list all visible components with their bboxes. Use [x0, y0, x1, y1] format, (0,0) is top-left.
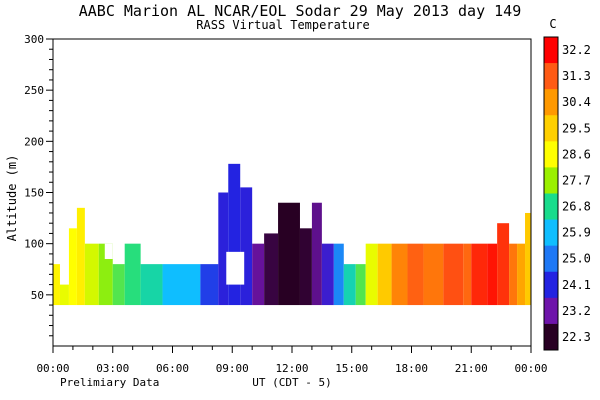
- y-axis-ticks: 50 100 150 200 250 300: [24, 33, 53, 337]
- temperature-column: [525, 212, 531, 306]
- x-tick-label: 00:00: [36, 362, 69, 375]
- colorbar-unit: C: [549, 17, 556, 31]
- temperature-column: [252, 243, 265, 306]
- temperature-column: [140, 264, 163, 306]
- x-tick-label: 15:00: [335, 362, 368, 375]
- colorbar-label: 22.3: [562, 330, 591, 344]
- temperature-column: [391, 243, 408, 306]
- x-tick-label: 06:00: [156, 362, 189, 375]
- colorbar-swatch: [544, 193, 558, 220]
- temperature-column: [343, 264, 356, 306]
- x-axis-label: UT (CDT - 5): [252, 376, 331, 389]
- temperature-column: [124, 243, 141, 306]
- colorbar-label: 26.8: [562, 200, 591, 214]
- temperature-column: [311, 202, 322, 306]
- temperature-column: [218, 192, 229, 306]
- x-tick-label: 18:00: [395, 362, 428, 375]
- colorbar-swatch: [544, 37, 558, 64]
- temperature-column: [68, 228, 77, 306]
- temperature-column: [76, 207, 85, 306]
- colorbar-label: 30.4: [562, 95, 591, 109]
- temperature-column: [517, 243, 526, 306]
- x-tick-label: 21:00: [455, 362, 488, 375]
- colorbar-swatch: [544, 219, 558, 247]
- x-axis-ticks: 00:00 03:00 06:00 09:00 12:00 15:00 18:00 21:00…: [36, 346, 548, 375]
- temperature-column: [365, 243, 378, 306]
- colorbar-swatch: [544, 323, 558, 351]
- y-axis-label: Altitude (m): [5, 155, 19, 242]
- data-gap: [104, 243, 113, 260]
- data-columns: [53, 163, 531, 306]
- colorbar-frame: [543, 36, 559, 351]
- x-tick-label: 09:00: [216, 362, 249, 375]
- temperature-column: [228, 163, 241, 306]
- colorbar-swatch: [544, 63, 558, 90]
- colorbar-label: 29.5: [562, 121, 591, 135]
- preliminary-note: Prelimiary Data: [60, 376, 159, 389]
- temperature-column: [84, 243, 99, 306]
- colorbar-label: 31.3: [562, 69, 591, 83]
- temperature-column: [333, 243, 344, 306]
- y-tick-label: 300: [24, 33, 44, 46]
- temperature-column: [321, 243, 334, 306]
- temperature-column: [497, 223, 510, 306]
- temperature-column: [407, 243, 424, 306]
- temperature-column: [355, 264, 366, 306]
- colorbar-label: 25.9: [562, 226, 591, 240]
- data-gaps: [104, 243, 245, 285]
- x-tick-label: 03:00: [96, 362, 129, 375]
- temperature-column: [264, 233, 279, 306]
- chart-subtitle: RASS Virtual Temperature: [196, 18, 369, 32]
- x-tick-label: 12:00: [275, 362, 308, 375]
- temperature-column: [471, 243, 488, 306]
- temperature-column: [112, 264, 125, 306]
- temperature-column: [200, 264, 219, 306]
- plot-area: 00:00 03:00 06:00 09:00 12:00 15:00 18:00 21:00…: [24, 33, 547, 375]
- colorbar-label: 24.1: [562, 278, 591, 292]
- y-tick-label: 50: [31, 289, 44, 302]
- temperature-column: [463, 243, 472, 306]
- colorbar-swatch: [544, 167, 558, 194]
- colorbar-label: 28.6: [562, 147, 591, 161]
- temperature-column: [443, 243, 464, 306]
- temperature-column: [487, 243, 498, 306]
- colorbar-label: 27.7: [562, 173, 591, 187]
- y-tick-label: 100: [24, 238, 44, 251]
- colorbar-swatch: [544, 115, 558, 142]
- y-tick-label: 200: [24, 135, 44, 148]
- temperature-column: [423, 243, 444, 306]
- temperature-column: [299, 228, 312, 306]
- colorbar: 32.2 31.3 30.4 29.5 28.6 27.7 26.8 25.9 25.0 24.1…: [543, 36, 591, 351]
- data-gap: [226, 251, 245, 285]
- colorbar-swatch: [544, 245, 558, 273]
- colorbar-swatch: [544, 89, 558, 116]
- colorbar-label: 25.0: [562, 252, 591, 266]
- chart-title: AABC Marion AL NCAR/EOL Sodar 29 May 201…: [79, 2, 522, 20]
- temperature-column: [162, 264, 201, 306]
- temperature-column: [240, 187, 253, 306]
- colorbar-label: 23.2: [562, 304, 591, 318]
- colorbar-swatch: [544, 271, 558, 299]
- x-tick-label: 00:00: [514, 362, 547, 375]
- temperature-column: [509, 243, 518, 306]
- colorbar-swatch: [544, 297, 558, 325]
- temperature-column: [59, 284, 69, 306]
- colorbar-label: 32.2: [562, 43, 591, 57]
- temperature-column: [278, 202, 300, 306]
- temperature-column: [377, 243, 392, 306]
- temperature-column: [53, 264, 60, 306]
- colorbar-swatch: [544, 141, 558, 168]
- y-tick-label: 150: [24, 187, 44, 200]
- y-tick-label: 250: [24, 84, 44, 97]
